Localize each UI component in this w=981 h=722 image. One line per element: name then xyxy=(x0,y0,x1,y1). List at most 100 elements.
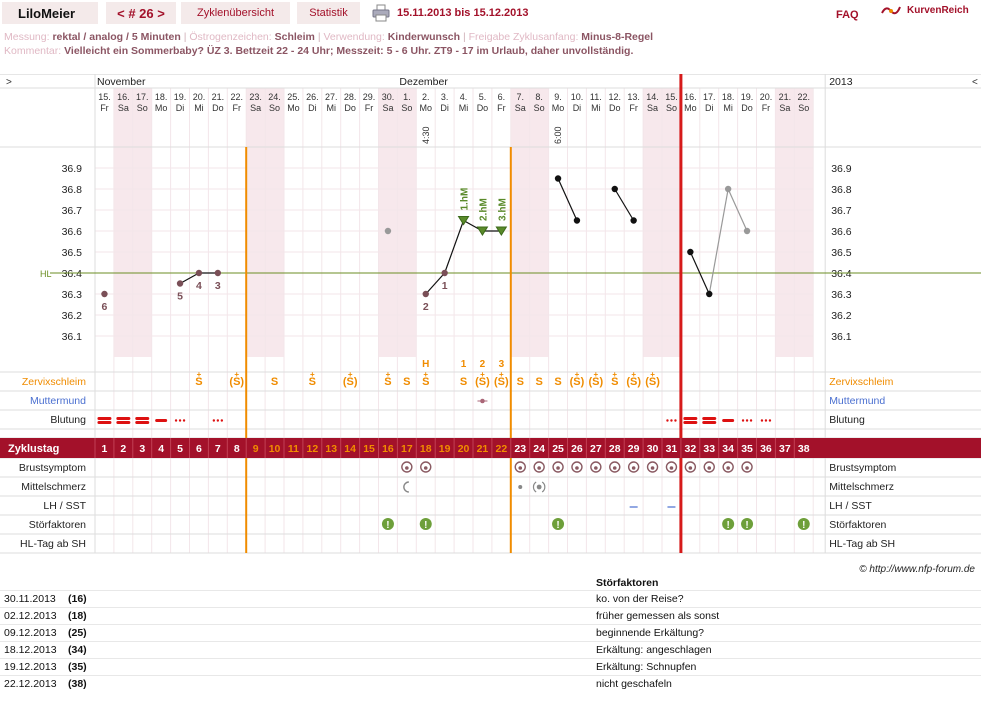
date-label: 13. xyxy=(627,92,640,102)
y-tick-left: 36.7 xyxy=(62,205,83,217)
weekday-label: Mo xyxy=(552,103,565,113)
cycle-day-number: 35 xyxy=(741,443,753,455)
date-label: 27. xyxy=(325,92,338,102)
disturbance-mark: ! xyxy=(386,520,389,531)
weekday-label: Fr xyxy=(233,103,242,113)
date-label: 11. xyxy=(590,92,602,102)
bleeding-spot xyxy=(174,419,178,422)
bleeding-spot xyxy=(764,419,768,422)
date-label: 22. xyxy=(797,92,810,102)
bleeding-spot xyxy=(741,419,745,422)
brand-logo-icon xyxy=(881,6,901,15)
date-label: 20. xyxy=(193,92,206,102)
low-count-label: 6 xyxy=(102,301,108,313)
messung-value: rektal / analog / 5 Minuten xyxy=(52,31,181,43)
mucus-plus: + xyxy=(348,370,353,379)
temp-point-excluded xyxy=(743,227,751,235)
disturbance-icon xyxy=(722,518,735,530)
cycle-day-number: 18 xyxy=(420,443,432,455)
cycle-day-number: 19 xyxy=(439,443,451,455)
high-measure-label: 1.hM xyxy=(460,188,471,211)
mucus-plus: + xyxy=(234,370,239,379)
cycle-day-number: 36 xyxy=(760,443,772,455)
disturbance-row: 09.12.2013 (25) beginnende Erkältung? xyxy=(0,624,981,642)
weekday-label: Sa xyxy=(779,103,790,113)
bleeding-spot xyxy=(216,419,220,422)
cycle-day-bar xyxy=(0,438,981,458)
y-tick-left: 36.3 xyxy=(62,289,83,301)
date-label: 19. xyxy=(174,92,187,102)
disturbance-cycle-day: (25) xyxy=(68,627,87,639)
cycle-day-number: 5 xyxy=(177,443,183,455)
weekday-label: Fr xyxy=(100,103,109,113)
user-name[interactable]: LiloMeier xyxy=(2,2,98,24)
weekday-label: Do xyxy=(344,103,356,113)
temp-point xyxy=(687,248,694,256)
bleeding-spot xyxy=(212,419,216,422)
mucus-plus: + xyxy=(650,370,655,379)
disturbance-mark: ! xyxy=(745,520,748,531)
temp-point-high xyxy=(495,226,508,236)
row-label-right: Muttermund xyxy=(829,395,885,407)
weekend-column xyxy=(397,88,417,357)
bleeding-spot xyxy=(670,419,673,422)
date-label: 15. xyxy=(665,92,678,102)
weekday-label: Di xyxy=(705,103,714,113)
y-tick-right: 36.2 xyxy=(831,310,852,322)
weekday-label: Sa xyxy=(515,103,526,113)
temp-point xyxy=(195,269,203,277)
mucus-symbol: S xyxy=(271,376,278,388)
mucus-plus: + xyxy=(386,370,391,379)
bleeding-spot xyxy=(178,419,182,422)
disturbance-date: 02.12.2013 xyxy=(4,610,57,622)
tab-cycle-overview[interactable]: Zyklenübersicht xyxy=(181,2,290,24)
temp-point xyxy=(422,290,429,298)
weekday-label: Mi xyxy=(327,103,337,113)
faq-link[interactable]: FAQ xyxy=(836,9,859,21)
midpain-icon xyxy=(403,481,409,493)
cover-line-label: HL xyxy=(40,269,52,279)
breast-symptom-dot xyxy=(726,466,730,470)
weekday-label: Di xyxy=(573,103,582,113)
date-label: 28. xyxy=(344,92,357,102)
y-tick-left: 36.6 xyxy=(62,226,83,238)
weekday-label: Do xyxy=(741,103,753,113)
cycle-day-number: 24 xyxy=(533,443,545,455)
date-range: 15.11.2013 bis 15.12.2013 xyxy=(397,7,529,19)
y-tick-left: 36.5 xyxy=(62,247,83,259)
y-tick-right: 36.9 xyxy=(831,163,852,175)
weekend-column xyxy=(246,88,266,357)
printer-icon[interactable] xyxy=(372,4,390,22)
weekend-column xyxy=(132,88,152,357)
y-tick-left: 36.4 xyxy=(62,268,83,280)
weekday-label: Mo xyxy=(287,103,300,113)
weekday-label: Sa xyxy=(118,103,129,113)
weekday-label: Mo xyxy=(419,103,432,113)
brand-name[interactable]: KurvenReich xyxy=(907,5,969,16)
disturbance-row: 18.12.2013 (34) Erkältung: angeschlagen xyxy=(0,641,981,659)
peak-count-label: 1 xyxy=(461,359,467,370)
row-label-right: HL-Tag ab SH xyxy=(829,538,895,550)
row-label-right: Zervixschleim xyxy=(829,376,893,388)
disturbance-note: früher gemessen als sonst xyxy=(596,610,720,622)
cycle-day-number: 20 xyxy=(458,443,470,455)
temp-point xyxy=(554,175,562,182)
cycle-day-number: 28 xyxy=(609,443,621,455)
date-label: 6. xyxy=(498,92,506,102)
weekend-column xyxy=(113,88,133,357)
weekday-label: Mi xyxy=(459,103,469,113)
tab-statistics[interactable]: Statistik xyxy=(297,2,360,24)
oestrogen-label: Östrogenzeichen: xyxy=(189,31,272,43)
cycle-day-number: 7 xyxy=(215,443,221,455)
date-label: 3. xyxy=(441,92,449,102)
mucus-plus: + xyxy=(480,370,485,379)
date-label: 1. xyxy=(403,92,411,102)
date-label: 15. xyxy=(98,92,111,102)
breast-symptom-icon xyxy=(703,461,715,473)
y-tick-left: 36.1 xyxy=(62,331,83,343)
temp-point xyxy=(630,217,637,224)
cycle-day-label: Zyklustag xyxy=(8,443,59,455)
date-label: 24. xyxy=(268,92,281,102)
weekday-label: Fr xyxy=(497,103,506,113)
cycle-nav[interactable]: < # 26 > xyxy=(106,2,176,24)
